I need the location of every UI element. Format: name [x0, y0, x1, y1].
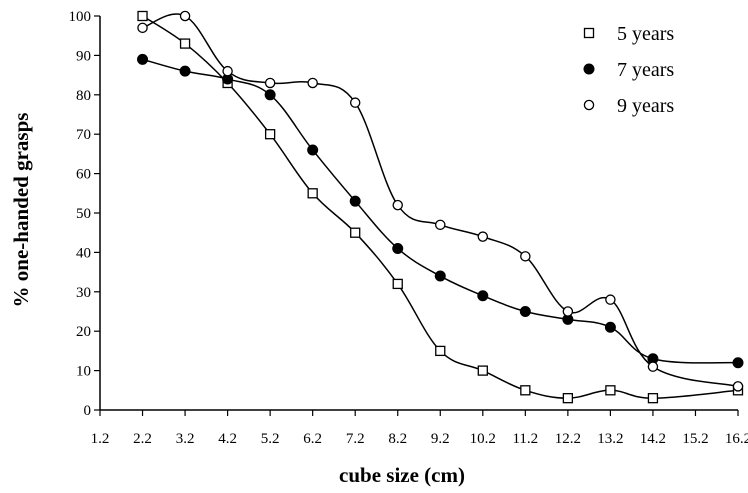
- data-point: [307, 188, 318, 199]
- y-tick-label: 40: [76, 245, 91, 261]
- data-point: [137, 10, 148, 22]
- legend-marker: [583, 63, 595, 75]
- y-tick-label: 70: [76, 127, 91, 143]
- data-point: [732, 381, 744, 392]
- data-point: [264, 129, 276, 140]
- y-tick-label: 80: [76, 88, 91, 104]
- legend-item: 5 years: [583, 23, 674, 45]
- legend-label: 9 years: [617, 95, 674, 117]
- series-3: [137, 10, 744, 392]
- legend-marker: [583, 99, 595, 111]
- x-tick-label: 11.2: [512, 431, 538, 447]
- x-tick-label: 3.2: [176, 431, 195, 447]
- legend-item: 9 years: [583, 95, 674, 117]
- x-tick-label: 6.2: [303, 431, 322, 447]
- data-point: [434, 270, 446, 282]
- data-point: [307, 144, 319, 156]
- data-point: [179, 10, 191, 22]
- data-point: [562, 306, 574, 317]
- x-tick-label: 9.2: [431, 431, 450, 447]
- data-point: [137, 53, 149, 65]
- data-point: [349, 195, 361, 207]
- legend-label: 7 years: [617, 59, 674, 81]
- data-point: [477, 365, 488, 376]
- x-tick-label: 12.2: [555, 431, 581, 447]
- data-point: [179, 65, 191, 77]
- series-layer: [137, 10, 744, 404]
- y-tick-label: 60: [76, 167, 91, 183]
- data-point: [520, 385, 531, 396]
- series-2: [137, 53, 744, 369]
- data-point: [350, 227, 361, 238]
- legend-item: 7 years: [583, 59, 674, 81]
- legend-marker: [583, 27, 595, 39]
- data-point: [179, 38, 191, 49]
- data-point: [477, 231, 489, 242]
- data-point: [605, 385, 616, 396]
- y-axis-title: % one-handed grasps: [9, 113, 33, 308]
- x-tick-label: 2.2: [133, 431, 152, 447]
- y-tick-label: 10: [76, 364, 91, 380]
- data-point: [392, 242, 404, 254]
- data-point: [605, 294, 616, 305]
- x-tick-label: 14.2: [640, 431, 666, 447]
- y-tick-label: 30: [76, 285, 91, 301]
- x-axis-title: cube size (cm): [339, 463, 465, 487]
- data-point: [264, 77, 276, 89]
- legend-label: 5 years: [617, 23, 674, 45]
- data-point: [264, 89, 276, 101]
- legend: 5 years 7 years 9 years: [583, 23, 674, 117]
- data-point: [307, 77, 318, 89]
- data-point: [477, 290, 489, 302]
- data-point: [435, 219, 446, 231]
- x-tick-label: 10.2: [470, 431, 496, 447]
- y-tick-label: 20: [76, 324, 91, 340]
- x-tick-label: 8.2: [388, 431, 407, 447]
- data-point: [222, 65, 233, 77]
- data-point: [732, 357, 744, 369]
- data-point: [604, 321, 616, 333]
- data-point: [520, 251, 531, 262]
- y-ticks: 0 10 20 30 40 50 60 70 80 90 100: [69, 9, 100, 419]
- x-tick-label: 5.2: [261, 431, 280, 447]
- x-tick-label: 13.2: [597, 431, 623, 447]
- data-point: [137, 22, 148, 34]
- data-point: [392, 199, 403, 211]
- y-tick-label: 50: [76, 206, 91, 222]
- data-point: [392, 278, 403, 290]
- x-tick-label: 7.2: [346, 431, 365, 447]
- y-tick-label: 100: [69, 9, 92, 25]
- x-tick-label: 4.2: [218, 431, 237, 447]
- data-point: [562, 393, 574, 404]
- x-tick-label: 1.2: [91, 431, 110, 447]
- data-point: [519, 306, 531, 317]
- data-point: [349, 97, 361, 108]
- x-ticks: 1.2 2.2 3.2 4.2 5.2 6.2 7.2 8.2 9.2 10.2 11.2 12.2 1…: [91, 410, 748, 447]
- y-tick-label: 90: [76, 48, 91, 64]
- y-tick-label: 0: [84, 403, 92, 419]
- data-point: [647, 393, 659, 404]
- x-tick-label: 16.2: [725, 431, 748, 447]
- data-point: [647, 361, 659, 372]
- data-point: [435, 345, 446, 357]
- x-tick-label: 15.2: [682, 431, 708, 447]
